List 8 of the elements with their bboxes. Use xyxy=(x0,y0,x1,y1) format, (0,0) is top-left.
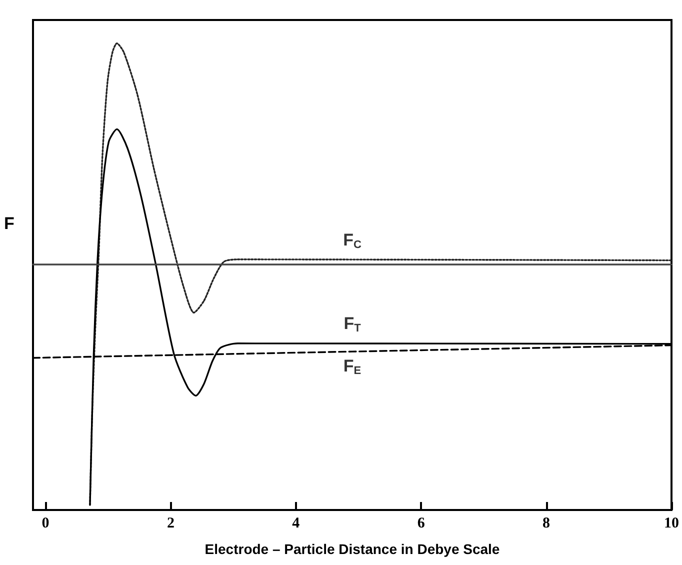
x-tick-label: 0 xyxy=(42,516,50,532)
x-axis-title: Electrode – Particle Distance in Debye Scale xyxy=(204,541,500,557)
x-tick-label: 2 xyxy=(166,516,174,532)
y-axis-title: F xyxy=(4,214,14,233)
x-tick-label: 8 xyxy=(542,516,550,532)
x-tick-label: 6 xyxy=(417,516,426,532)
x-tick-label: 4 xyxy=(292,516,300,532)
x-tick-label: 10 xyxy=(664,516,679,532)
